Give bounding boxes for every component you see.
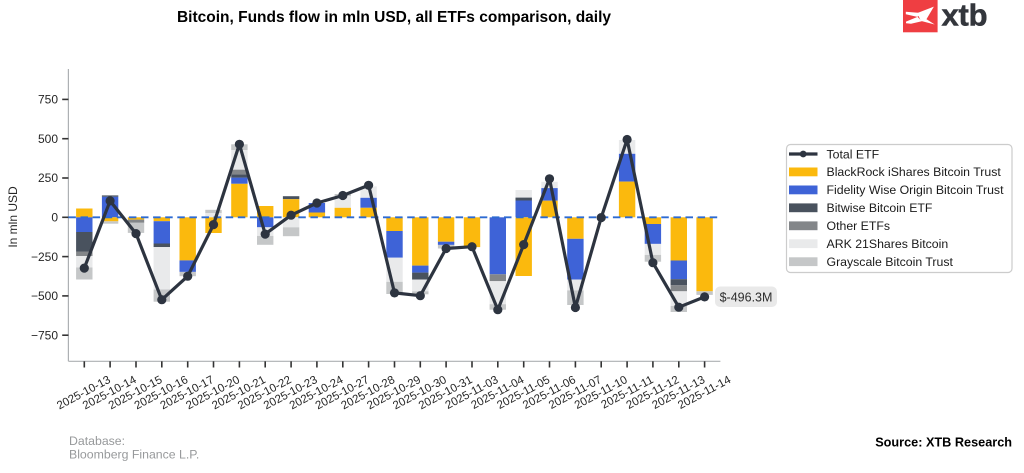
svg-text:250: 250 [38, 171, 58, 185]
svg-text:Grayscale Bitcoin Trust: Grayscale Bitcoin Trust [827, 255, 954, 269]
svg-text:Fidelity Wise Origin Bitcoin T: Fidelity Wise Origin Bitcoin Trust [827, 183, 1005, 197]
svg-text:Bitcoin, Funds flow in mln USD: Bitcoin, Funds flow in mln USD, all ETFs… [177, 9, 611, 26]
svg-text:xtb: xtb [942, 0, 988, 33]
svg-text:In mln USD: In mln USD [6, 186, 20, 248]
svg-text:500: 500 [38, 132, 58, 146]
svg-text:−500: −500 [31, 289, 58, 303]
svg-text:Database:: Database: [69, 434, 125, 448]
svg-text:Bloomberg Finance L.P.: Bloomberg Finance L.P. [69, 448, 199, 462]
svg-text:Source: XTB Research: Source: XTB Research [875, 436, 1012, 450]
svg-text:−250: −250 [31, 250, 58, 264]
svg-text:$-496.3M: $-496.3M [720, 290, 773, 304]
svg-text:ARK 21Shares Bitcoin: ARK 21Shares Bitcoin [827, 237, 949, 251]
svg-text:Total ETF: Total ETF [827, 147, 880, 161]
svg-text:0: 0 [51, 211, 58, 225]
svg-text:Bitwise Bitcoin ETF: Bitwise Bitcoin ETF [827, 201, 933, 215]
svg-text:−750: −750 [31, 328, 58, 342]
svg-text:BlackRock iShares Bitcoin Trus: BlackRock iShares Bitcoin Trust [827, 165, 1002, 179]
svg-text:Other ETFs: Other ETFs [827, 219, 891, 233]
svg-text:750: 750 [38, 93, 58, 107]
